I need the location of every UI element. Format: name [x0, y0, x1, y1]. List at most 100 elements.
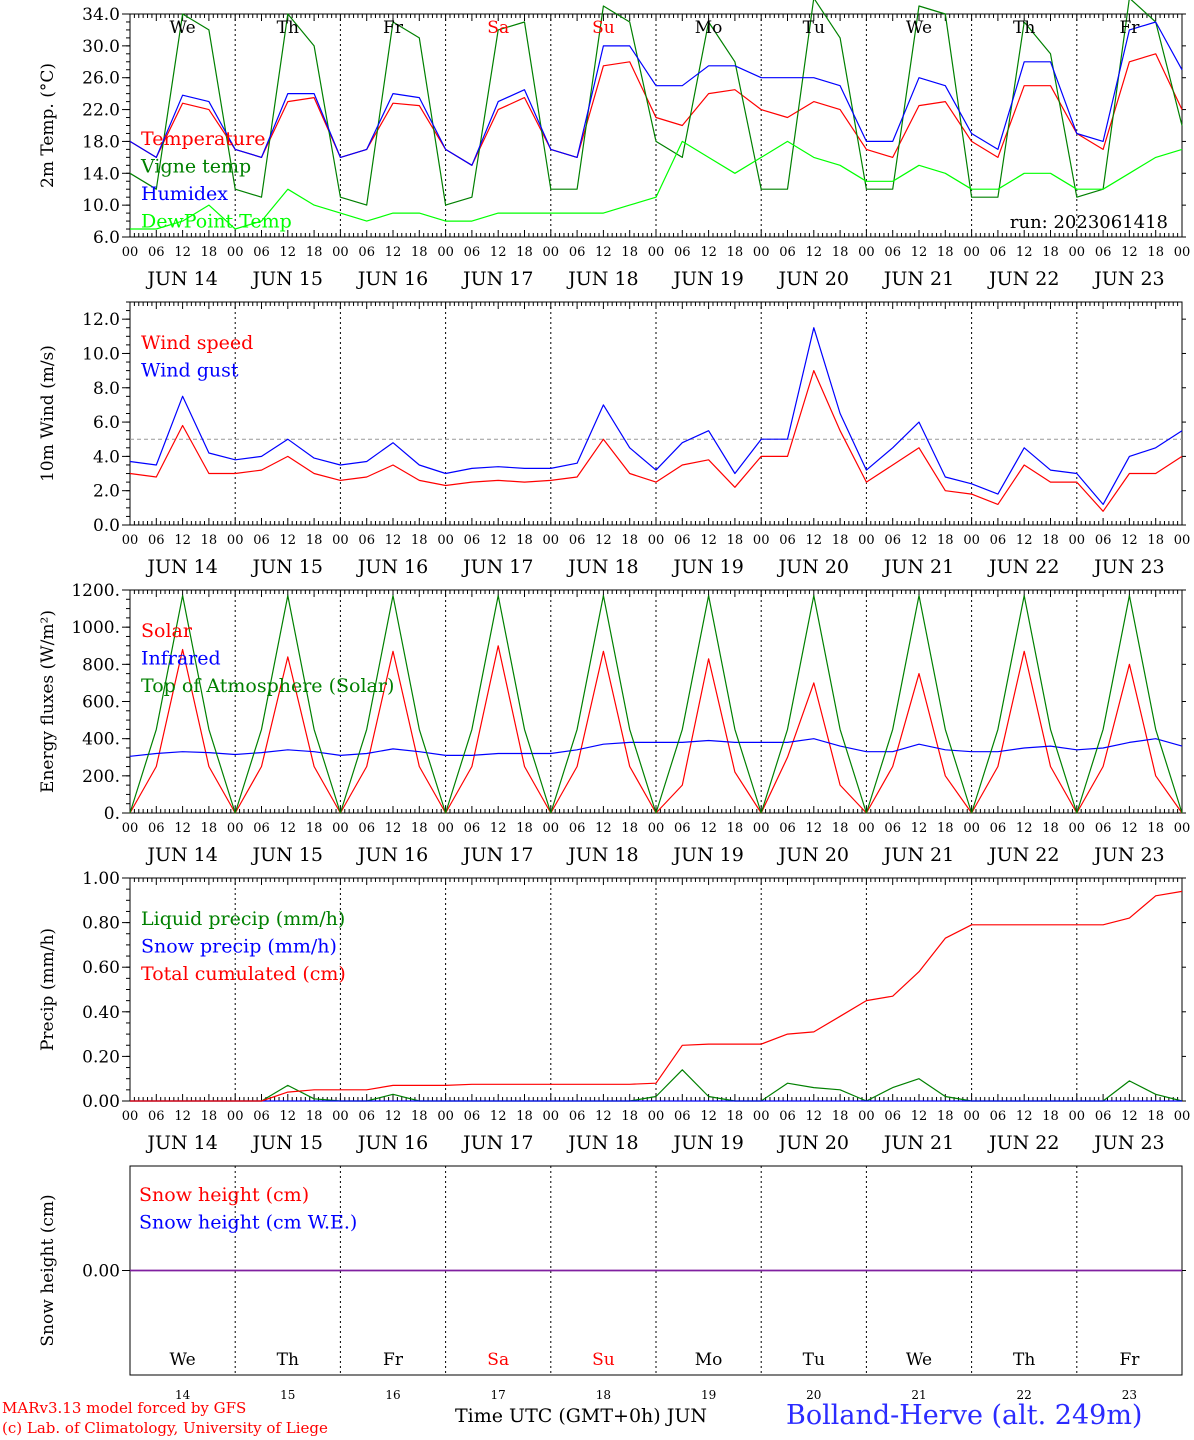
x-tick-label: 06 — [148, 245, 165, 260]
x-tick-label: 06 — [148, 1109, 165, 1124]
series-line-wind-gust — [129, 327, 1183, 505]
x-tick-label: 00 — [1174, 1109, 1191, 1124]
x-tick-label: 18 — [411, 245, 428, 260]
x-tick-label: 12 — [490, 821, 507, 836]
x-tick-label: 12 — [911, 821, 928, 836]
x-tick-label: 00 — [648, 533, 665, 548]
x-tick-label: 12 — [1016, 533, 1033, 548]
x-tick-label: 18 — [832, 1109, 849, 1124]
legend-entry: Vigne temp — [140, 156, 251, 178]
weekday-label: Fr — [383, 1350, 404, 1370]
legend-entry: Liquid precip (mm/h) — [141, 908, 345, 930]
y-tick-label: 800. — [82, 655, 120, 675]
weekday-label: We — [170, 18, 196, 38]
x-tick-label: 18 — [1042, 821, 1059, 836]
x-date-label: JUN 14 — [145, 556, 217, 578]
x-tick-label: 00 — [1069, 821, 1086, 836]
x-tick-label: 00 — [858, 1109, 875, 1124]
x-tick-label: 18 — [306, 821, 323, 836]
x-tick-label: 12 — [280, 245, 297, 260]
x-tick-label: 18 — [1042, 533, 1059, 548]
y-tick-label: 34.0 — [82, 5, 120, 25]
y-tick-label: 12.0 — [82, 310, 120, 330]
x-tick-label: 18 — [621, 1109, 638, 1124]
x-tick-label: 06 — [358, 1109, 375, 1124]
legend-entry: Temperature — [141, 128, 265, 150]
x-tick-label: 12 — [911, 1109, 928, 1124]
weekday-label: Sa — [487, 1350, 509, 1370]
x-tick-label: 18 — [727, 821, 744, 836]
x-tick-label: 18 — [621, 533, 638, 548]
y-tick-label: 1200. — [71, 581, 120, 601]
legend-entry: Snow precip (mm/h) — [141, 936, 337, 958]
x-date-label: JUN 22 — [987, 844, 1059, 866]
chart-panel-5: 0.00 Snow height (cm) Snow height (cm) Snow… — [38, 1165, 1186, 1402]
y-axis-label: 10m Wind (m/s) — [38, 345, 58, 482]
x-tick-label: 06 — [990, 245, 1007, 260]
x-date-label: JUN 18 — [566, 1132, 638, 1154]
x-date-label: JUN 15 — [251, 1132, 323, 1154]
x-tick-label: 00 — [437, 1109, 454, 1124]
y-tick-label: 0.40 — [82, 1003, 120, 1023]
series-line-total-cumulated-cm- — [130, 890, 1183, 1102]
x-tick-label: 06 — [990, 821, 1007, 836]
x-tick-label: 06 — [990, 1109, 1007, 1124]
x-tick-label: 18 — [306, 1109, 323, 1124]
x-tick-label: 12 — [174, 245, 191, 260]
x-tick-label: 06 — [253, 821, 270, 836]
x-tick-label: 06 — [148, 533, 165, 548]
x-tick-label: 06 — [1095, 533, 1112, 548]
x-tick-label: 12 — [385, 821, 402, 836]
x-date-label: JUN 19 — [671, 556, 743, 578]
y-tick-label: 0. — [104, 804, 120, 824]
x-tick-label: 00 — [753, 245, 770, 260]
series-line-humidex — [129, 21, 1183, 166]
y-tick-label: 8.0 — [93, 379, 120, 399]
x-tick-label: 18 — [937, 533, 954, 548]
x-tick-label: 00 — [332, 533, 349, 548]
weekday-label: Mo — [695, 18, 723, 38]
day-number-label: 21 — [911, 1388, 926, 1402]
x-tick-label: 18 — [516, 1109, 533, 1124]
x-tick-label: 18 — [727, 1109, 744, 1124]
x-tick-label: 18 — [937, 245, 954, 260]
y-tick-label: 0.00 — [82, 1092, 120, 1112]
x-tick-label: 00 — [753, 533, 770, 548]
day-number-label: 20 — [806, 1388, 821, 1402]
x-tick-label: 12 — [1016, 1109, 1033, 1124]
x-tick-label: 12 — [1121, 245, 1138, 260]
weekday-label: We — [906, 18, 932, 38]
x-date-label: JUN 21 — [882, 1132, 954, 1154]
x-tick-label: 00 — [963, 821, 980, 836]
x-tick-label: 00 — [858, 533, 875, 548]
x-tick-label: 00 — [1069, 1109, 1086, 1124]
weekday-label: Fr — [1119, 18, 1140, 38]
day-number-label: 15 — [280, 1388, 295, 1402]
x-tick-label: 00 — [122, 821, 139, 836]
x-tick-label: 06 — [884, 1109, 901, 1124]
legend-entry: Snow height (cm) — [139, 1184, 309, 1206]
x-tick-label: 18 — [516, 245, 533, 260]
y-tick-label: 0.00 — [82, 1262, 120, 1282]
x-tick-label: 06 — [569, 245, 586, 260]
x-tick-label: 12 — [385, 533, 402, 548]
x-tick-label: 00 — [122, 533, 139, 548]
y-tick-label: 22.0 — [82, 101, 120, 121]
x-tick-label: 00 — [1069, 533, 1086, 548]
x-tick-label: 18 — [516, 533, 533, 548]
x-tick-label: 00 — [227, 1109, 244, 1124]
weekday-label: Th — [277, 18, 299, 38]
x-tick-label: 12 — [280, 1109, 297, 1124]
x-tick-label: 06 — [884, 533, 901, 548]
x-tick-label: 18 — [621, 245, 638, 260]
x-tick-label: 12 — [806, 821, 823, 836]
legend-entry: Solar — [141, 620, 193, 642]
x-tick-label: 18 — [832, 533, 849, 548]
x-tick-label: 06 — [253, 245, 270, 260]
legend-entry: Wind gust — [141, 360, 239, 382]
y-tick-label: 0.80 — [82, 914, 120, 934]
day-number-label: 18 — [596, 1388, 611, 1402]
x-tick-label: 00 — [437, 245, 454, 260]
y-tick-label: 1.00 — [82, 869, 120, 889]
weekday-label: Tu — [803, 1350, 825, 1370]
